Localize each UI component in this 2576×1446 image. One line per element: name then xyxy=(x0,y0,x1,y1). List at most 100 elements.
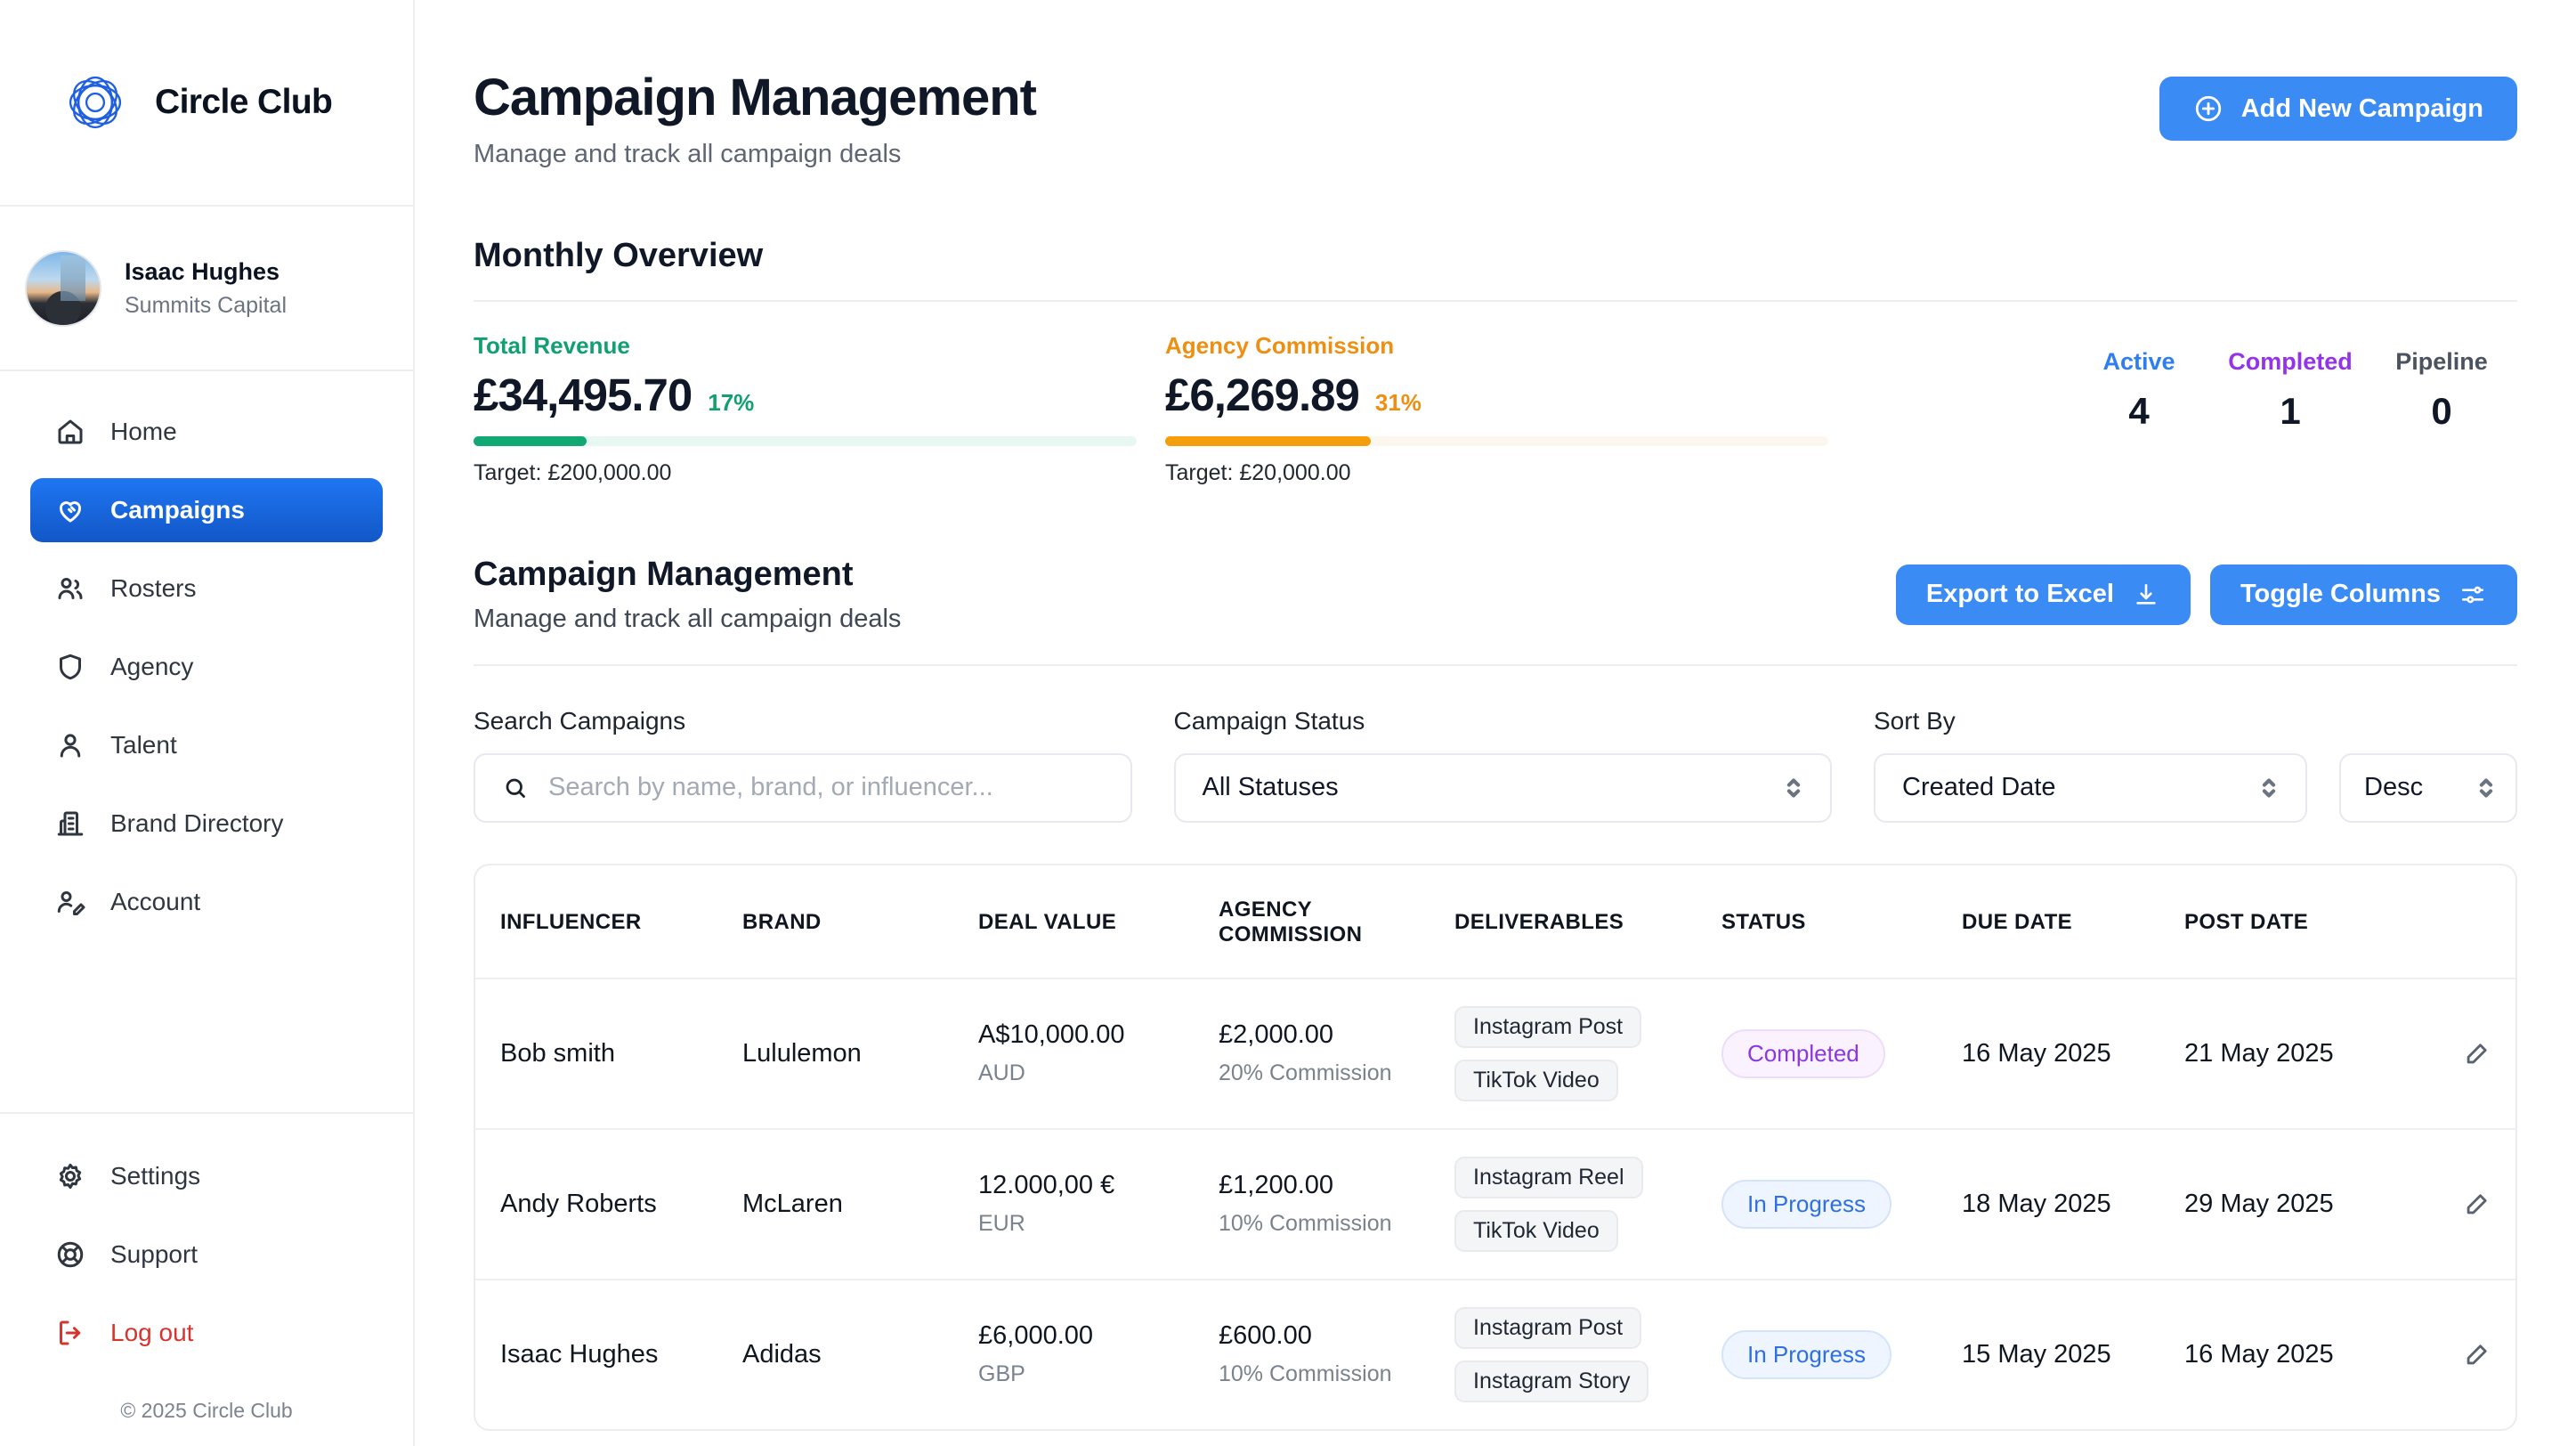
column-due-date[interactable]: DUE DATE xyxy=(1962,865,2184,979)
column-post-date[interactable]: POST DATE xyxy=(2184,865,2434,979)
page-header: Campaign Management Manage and track all… xyxy=(474,69,2517,169)
cell-brand: Adidas xyxy=(742,1339,822,1369)
campaign-status-select[interactable]: All Statuses xyxy=(1173,752,1832,823)
chevron-updown-icon xyxy=(2259,773,2279,803)
column-influencer[interactable]: INFLUENCER xyxy=(475,865,742,979)
table-row[interactable]: Isaac Hughes Adidas £6,000.00 GBP £600.00 10%… xyxy=(475,1279,2515,1429)
circle-club-logo-icon xyxy=(55,62,135,142)
edit-icon[interactable] xyxy=(2462,1038,2492,1068)
edit-icon[interactable] xyxy=(2462,1339,2492,1369)
sidebar-item-support[interactable]: Support xyxy=(30,1223,383,1287)
column-status[interactable]: STATUS xyxy=(1721,865,1962,979)
sidebar-bottom-nav: Settings Support Log out © 2025 Circle C… xyxy=(0,1112,413,1446)
gear-icon xyxy=(53,1159,87,1193)
profile-name: Isaac Hughes xyxy=(125,257,280,285)
cell-due-date: 15 May 2025 xyxy=(1962,1339,2111,1369)
sidebar-item-label: Support xyxy=(110,1240,198,1268)
sidebar-item-agency[interactable]: Agency xyxy=(30,635,383,699)
toggle-columns-label: Toggle Columns xyxy=(2240,580,2441,609)
cell-influencer: Andy Roberts xyxy=(475,1128,742,1280)
sidebar-item-label: Account xyxy=(110,888,201,915)
sidebar-item-account[interactable]: Account xyxy=(30,870,383,934)
sidebar-item-logout[interactable]: Log out xyxy=(30,1301,383,1365)
cell-status: In Progress xyxy=(1721,1128,1962,1280)
total-revenue-target: Target: £200,000.00 xyxy=(474,459,672,485)
deliverable-tag: TikTok Video xyxy=(1454,1209,1618,1252)
section-divider xyxy=(474,663,2517,666)
cell-deliverables: Instagram Post Instagram Story xyxy=(1454,1279,1721,1429)
filter-bar: Search Campaigns Search by name, brand, … xyxy=(474,707,2517,823)
cell-deliverables: Instagram Reel TikTok Video xyxy=(1454,1128,1721,1280)
search-input[interactable]: Search by name, brand, or influencer... xyxy=(474,752,1132,823)
column-deal-value[interactable]: DEAL VALUE xyxy=(978,865,1219,979)
edit-icon[interactable] xyxy=(2462,1189,2492,1219)
add-new-campaign-button[interactable]: Add New Campaign xyxy=(2159,77,2517,141)
agency-commission-target: Target: £20,000.00 xyxy=(1165,459,1351,485)
page-subtitle: Manage and track all campaign deals xyxy=(474,139,902,168)
sidebar-item-brand-directory[interactable]: Brand Directory xyxy=(30,792,383,856)
section-title: Campaign Management xyxy=(474,555,854,593)
sort-field-group: Sort By Created Date Desc xyxy=(1874,707,2517,823)
brand-name: Circle Club xyxy=(155,83,333,121)
cell-agency-commission: £600.00 10% Commission xyxy=(1219,1321,1392,1387)
sidebar-item-label: Settings xyxy=(110,1162,201,1190)
users-icon xyxy=(53,572,87,605)
toggle-columns-button[interactable]: Toggle Columns xyxy=(2209,564,2517,625)
search-placeholder: Search by name, brand, or influencer... xyxy=(548,773,993,802)
search-icon xyxy=(502,775,529,801)
campaign-status-value: All Statuses xyxy=(1202,773,1339,802)
lifebuoy-icon xyxy=(53,1238,87,1271)
user-profile[interactable]: Isaac Hughes Summits Capital xyxy=(0,207,413,371)
sidebar-nav: Home Campaigns Rosters Agency xyxy=(0,371,413,1112)
sidebar-item-rosters[interactable]: Rosters xyxy=(30,556,383,621)
add-new-campaign-label: Add New Campaign xyxy=(2240,93,2483,123)
deliverable-tag: Instagram Reel xyxy=(1454,1156,1643,1198)
status-field-group: Campaign Status All Statuses xyxy=(1173,707,1832,823)
sidebar-item-label: Agency xyxy=(110,653,194,680)
plus-circle-icon xyxy=(2193,93,2224,124)
sidebar-item-label: Talent xyxy=(110,731,177,759)
cell-status: In Progress xyxy=(1721,1279,1962,1429)
count-pipeline-label: Pipeline xyxy=(2395,347,2488,375)
sidebar-item-campaigns[interactable]: Campaigns xyxy=(30,478,383,542)
avatar xyxy=(25,249,101,327)
sort-by-value: Created Date xyxy=(1902,773,2056,802)
cell-post-date: 21 May 2025 xyxy=(2184,978,2434,1130)
count-completed-label: Completed xyxy=(2228,347,2353,375)
total-revenue-progress xyxy=(474,435,1137,446)
sliders-icon xyxy=(2459,581,2487,609)
table-row[interactable]: Andy Roberts McLaren 12.000,00 € EUR £1,200.… xyxy=(475,1128,2515,1280)
sidebar-item-home[interactable]: Home xyxy=(30,400,383,464)
count-completed-value: 1 xyxy=(2280,389,2301,432)
column-brand[interactable]: BRAND xyxy=(742,865,978,979)
total-revenue-percent: 17% xyxy=(708,388,755,416)
agency-commission-progress xyxy=(1165,435,1828,446)
sidebar-item-label: Home xyxy=(110,418,177,445)
deliverable-tag: Instagram Post xyxy=(1454,1005,1642,1048)
sort-by-select[interactable]: Created Date xyxy=(1874,752,2307,823)
agency-commission-value: £6,269.89 xyxy=(1165,369,1360,420)
brand-header: Circle Club xyxy=(0,0,413,207)
table-section-header: Campaign Management Manage and track all… xyxy=(474,556,2517,634)
table-row[interactable]: Bob smith Lululemon A$10,000.00 AUD £2,000.0… xyxy=(475,978,2515,1130)
agency-commission-percent: 31% xyxy=(1374,388,1422,416)
agency-commission-stat: Agency Commission £6,269.89 31% Target: … xyxy=(1165,332,1828,486)
chevron-updown-icon xyxy=(2476,773,2496,803)
status-counts: Active 4 Completed 1 Pipeline 0 xyxy=(2063,332,2517,433)
export-label: Export to Excel xyxy=(1925,580,2114,609)
heart-handshake-icon xyxy=(53,493,87,527)
sort-direction-select[interactable]: Desc xyxy=(2339,752,2517,823)
table-body: Bob smith Lululemon A$10,000.00 AUD £2,000.0… xyxy=(475,978,2515,1429)
column-deliverables[interactable]: DELIVERABLES xyxy=(1454,865,1721,979)
count-active-label: Active xyxy=(2102,347,2175,375)
export-to-excel-button[interactable]: Export to Excel xyxy=(1895,564,2191,625)
sidebar-item-talent[interactable]: Talent xyxy=(30,713,383,777)
total-revenue-value: £34,495.70 xyxy=(474,369,693,420)
column-agency-commission[interactable]: AGENCY COMMISSION xyxy=(1219,865,1454,979)
search-field-group: Search Campaigns Search by name, brand, … xyxy=(474,707,1132,823)
logout-icon xyxy=(53,1316,87,1350)
sort-by-label: Sort By xyxy=(1874,706,1956,735)
sidebar-item-settings[interactable]: Settings xyxy=(30,1144,383,1208)
sidebar: Circle Club Isaac Hughes Summits Capital… xyxy=(0,0,415,1446)
